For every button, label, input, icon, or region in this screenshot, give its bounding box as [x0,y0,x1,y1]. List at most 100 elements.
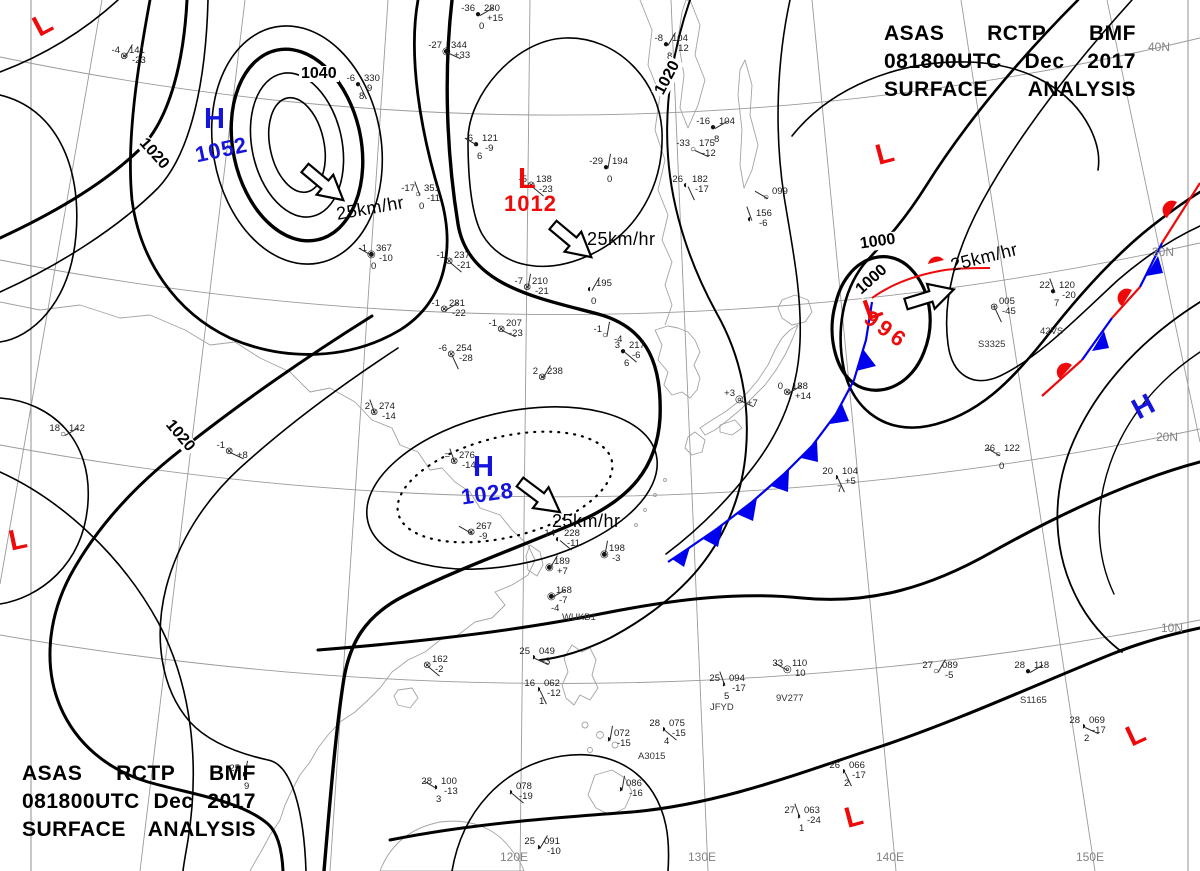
station-symbol-icon: ◉ [600,550,609,560]
movement-arrows [299,162,957,514]
low-center-symbol: L [5,522,30,558]
station-temperature: 27 [784,805,795,816]
station-dewpoint: 0 [999,461,1005,472]
station-temperature: -4 [111,45,120,56]
low-center-value: 1012 [504,191,557,216]
ship-id-label: S3325 [978,339,1006,350]
station-symbol-icon: ● [475,9,482,20]
cold-front-barb [801,441,818,462]
station-temperature: -1 [488,318,497,329]
station-pressure: 351 [424,183,440,194]
station-pressure-change: -12 [702,148,716,159]
station-temperature: 2 [364,401,370,412]
isobar-h1052-ring4 [210,25,384,265]
station-pressure: 121 [482,133,498,144]
station-pressure-change: -3 [542,656,551,667]
station-symbol-icon: ⊗ [440,305,448,315]
station-pressure-change: 10 [795,668,806,679]
station-symbol-icon: ● [710,122,717,133]
high-center-value: 1052 [192,131,250,168]
cold-front-barb [856,349,876,371]
station-symbol-icon: ◉ [547,592,556,602]
station-pressure: 238 [547,366,563,377]
cold-front [667,301,876,567]
station-pressure-change: -11 [427,193,441,204]
station-pressure-change: -20 [1062,290,1076,301]
station-temperature: 3 [614,340,620,351]
station-symbol-icon: ◑ [507,787,514,798]
station-temperature: 26 [829,760,840,771]
low-center-symbol: L [841,799,867,835]
meridian-160e [1106,0,1200,443]
station-pressure-change: -17 [1092,725,1106,736]
station-temperature: -1 [593,324,602,335]
station-dewpoint: 2 [1084,733,1090,744]
station-symbol-icon: ◑ [605,734,612,745]
station-pressure-change: +15 [487,13,504,24]
station-pressure: 078 [516,781,532,792]
title-word: SURFACE [22,818,126,841]
coast-honshu [699,324,799,436]
station-pressure: 089 [942,660,958,671]
station-symbol-icon: ◑ [833,472,840,483]
title-word: BMF [1089,22,1136,45]
station-pressure-change: -12 [675,43,689,54]
station-pressure-change: -21 [457,260,471,271]
meridian-90e [0,0,103,585]
stationary-front-bump [1056,362,1072,379]
coast-kyushu [684,431,706,456]
stationary-front-bump [1117,288,1132,306]
station-pressure-change: -17 [852,770,866,781]
coast-shikoku [719,419,743,436]
station-dewpoint: 3 [436,794,442,805]
station-pressure: 069 [1089,715,1105,726]
chart-title-block: ASAS RCTP BMF 081800UTC Dec 2017 SURFACE ANALYS… [884,20,1136,104]
station-symbol-icon: ● [1025,666,1032,677]
station-temperature: 0 [777,381,783,392]
station-pressure: 141 [129,45,145,56]
station-temperature: 25 [519,646,530,657]
station-temperature: -33 [676,138,690,149]
coast-ryukyu-1 [663,478,667,482]
isobar-bottomright-bold [388,626,1200,842]
station-temperature: 18 [49,423,60,434]
station-pressure-change: -15 [672,728,686,739]
station-pressure: 367 [376,243,392,254]
title-word: 081800UTC [884,50,1002,73]
station-pressure-change: -6 [759,218,768,229]
station-pressure: 237 [454,250,470,261]
isobar-right-h-outer [1056,301,1200,653]
longitude-label: 130E [688,850,717,864]
cold-front-barb [672,547,690,567]
station-temperature: 28 [1014,660,1025,671]
station-symbol-icon: ⊗ [538,373,546,383]
coast-visayas-4 [587,747,593,753]
coast-visayas-1 [581,721,589,729]
chart-title-block: ASAS RCTP BMF 081800UTC Dec 2017 SURFACE ANALYS… [22,760,256,844]
movement-arrow [515,476,562,514]
low-center-symbol: L [872,136,898,172]
station-pressure-change: -17 [695,184,709,195]
station-pressure: 120 [1059,280,1075,291]
parallel-40n [0,37,1200,116]
title-word: Dec [1024,50,1065,73]
station-pressure-change: -21 [535,286,549,297]
station-pressure-change: 9 [367,83,373,94]
station-pressure: 075 [669,718,685,729]
station-symbol-icon: ◑ [1080,721,1087,732]
coast-sakhalin [737,59,759,189]
station-dewpoint: 7 [837,484,843,495]
station-pressure-change: -14 [382,411,396,422]
station-temperature: -6 [464,133,473,144]
station-temperature: 2 [532,366,538,377]
coast-ryukyu-2 [653,493,657,497]
isobar-h1052-inner [267,96,327,194]
meridian-140e [811,0,897,871]
station-pressure-change: -7 [559,595,568,606]
longitude-label: 120E [500,850,529,864]
cold-front-barb [830,404,849,424]
isobar-value-label: 1020 [134,133,173,175]
station-dewpoint: 8 [714,134,720,145]
isobar-h1028-ring [365,406,659,570]
